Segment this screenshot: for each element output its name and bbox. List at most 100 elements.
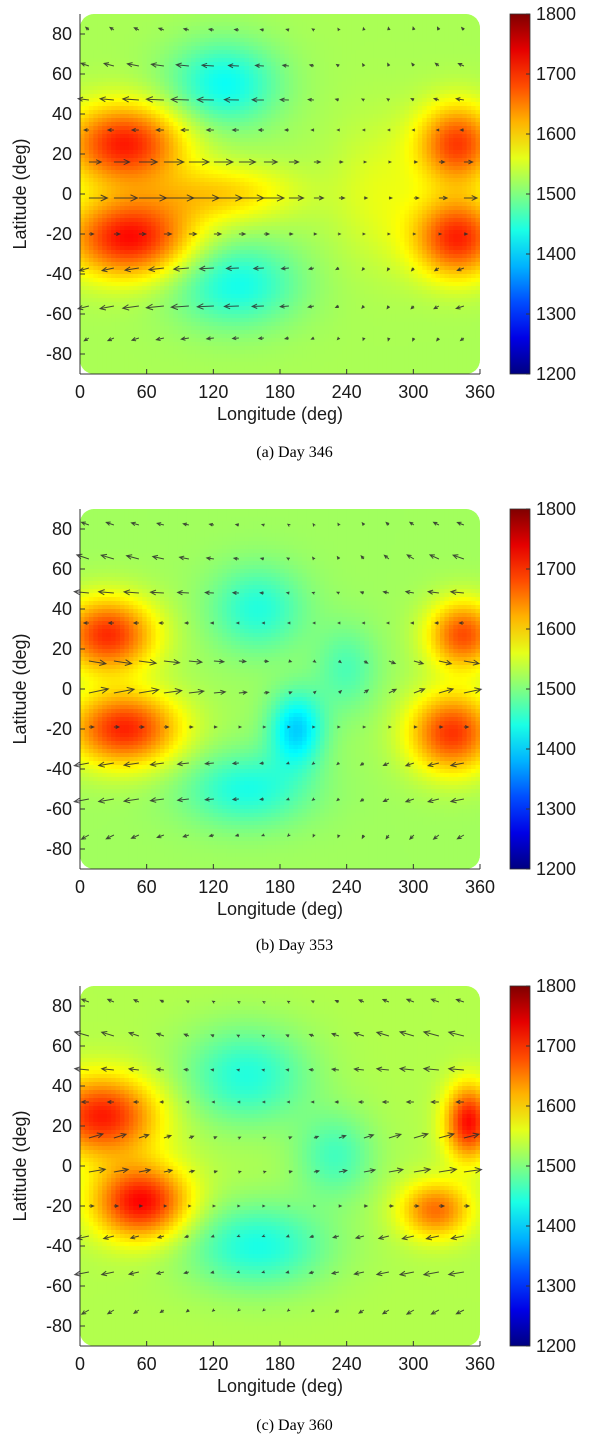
- heatmap-cell: [120, 150, 126, 155]
- heatmap-cell: [84, 98, 90, 103]
- heatmap-cell: [173, 114, 179, 119]
- heatmap-cell: [377, 66, 383, 71]
- heatmap-cell: [471, 202, 477, 207]
- heatmap-cell: [444, 34, 450, 39]
- heatmap-cell: [293, 94, 299, 99]
- heatmap-cell: [97, 146, 103, 151]
- heatmap-cell: [435, 174, 441, 179]
- heatmap-cell: [217, 158, 223, 163]
- heatmap-cell: [222, 174, 228, 179]
- heatmap-cell: [426, 214, 432, 219]
- heatmap-cell: [400, 18, 406, 23]
- heatmap-cell: [271, 186, 277, 191]
- heatmap-cell: [248, 174, 254, 179]
- heatmap-cell: [431, 178, 437, 183]
- heatmap-cell: [373, 146, 379, 151]
- heatmap-cell: [93, 126, 99, 131]
- heatmap-cell: [257, 94, 263, 99]
- heatmap-cell: [368, 190, 374, 195]
- heatmap-cell: [288, 38, 294, 43]
- heatmap-cell: [408, 22, 414, 27]
- heatmap-cell: [208, 230, 214, 235]
- heatmap-cell: [324, 210, 330, 215]
- heatmap-cell: [315, 134, 321, 139]
- heatmap-cell: [213, 14, 219, 19]
- heatmap-cell: [120, 226, 126, 231]
- heatmap-cell: [102, 50, 108, 55]
- heatmap-cell: [333, 62, 339, 67]
- heatmap-cell: [195, 62, 201, 67]
- heatmap-cell: [355, 126, 361, 131]
- heatmap-cell: [288, 30, 294, 35]
- heatmap-cell: [106, 70, 112, 75]
- heatmap-cell: [306, 50, 312, 55]
- heatmap-cell: [186, 38, 192, 43]
- heatmap-cell: [257, 234, 263, 239]
- heatmap-cell: [266, 98, 272, 103]
- heatmap-cell: [124, 66, 130, 71]
- heatmap-cell: [84, 158, 90, 163]
- heatmap-cell: [244, 26, 250, 31]
- heatmap-cell: [231, 166, 237, 171]
- heatmap-cell: [200, 62, 206, 67]
- heatmap-cell: [88, 174, 94, 179]
- heatmap-cell: [462, 158, 468, 163]
- heatmap-cell: [115, 78, 121, 83]
- heatmap-cell: [271, 34, 277, 39]
- heatmap-cell: [177, 82, 183, 87]
- heatmap-cell: [440, 202, 446, 207]
- heatmap-cell: [475, 178, 480, 183]
- heatmap-cell: [386, 214, 392, 219]
- heatmap-cell: [128, 174, 134, 179]
- heatmap-cell: [80, 190, 86, 195]
- heatmap-cell: [293, 70, 299, 75]
- heatmap-cell: [368, 174, 374, 179]
- heatmap-cell: [355, 98, 361, 103]
- heatmap-cell: [315, 146, 321, 151]
- heatmap-cell: [408, 210, 414, 215]
- heatmap-cell: [106, 90, 112, 95]
- heatmap-cell: [408, 126, 414, 131]
- heatmap-cell: [244, 70, 250, 75]
- heatmap-cell: [413, 138, 419, 143]
- heatmap-cell: [457, 162, 463, 167]
- heatmap-cell: [382, 30, 388, 35]
- heatmap-cell: [106, 14, 112, 19]
- heatmap-cell: [413, 14, 419, 19]
- heatmap-cell: [448, 230, 454, 235]
- heatmap-cell: [88, 134, 94, 139]
- heatmap-cell: [457, 58, 463, 63]
- heatmap-cell: [93, 186, 99, 191]
- heatmap-cell: [377, 154, 383, 159]
- heatmap-cell: [97, 18, 103, 23]
- heatmap-cell: [448, 70, 454, 75]
- heatmap-cell: [97, 226, 103, 231]
- heatmap-cell: [191, 38, 197, 43]
- heatmap-cell: [222, 130, 228, 135]
- heatmap-cell: [342, 126, 348, 131]
- heatmap-cell: [106, 22, 112, 27]
- heatmap-cell: [346, 50, 352, 55]
- heatmap-cell: [151, 174, 157, 179]
- heatmap-cell: [426, 98, 432, 103]
- heatmap-cell: [457, 122, 463, 127]
- heatmap-cell: [426, 46, 432, 51]
- heatmap-cell: [346, 34, 352, 39]
- heatmap-cell: [146, 210, 152, 215]
- heatmap-cell: [155, 98, 161, 103]
- heatmap-cell: [448, 38, 454, 43]
- heatmap-cell: [404, 106, 410, 111]
- heatmap-cell: [466, 30, 472, 35]
- heatmap-cell: [115, 70, 121, 75]
- heatmap-cell: [88, 34, 94, 39]
- heatmap-cell: [431, 102, 437, 107]
- heatmap-cell: [404, 62, 410, 67]
- heatmap-cell: [266, 174, 272, 179]
- heatmap-cell: [97, 58, 103, 63]
- heatmap-cell: [337, 58, 343, 63]
- heatmap-cell: [431, 14, 437, 19]
- heatmap-cell: [275, 14, 281, 19]
- heatmap-cell: [297, 182, 303, 187]
- heatmap-cell: [257, 26, 263, 31]
- heatmap-cell: [288, 126, 294, 131]
